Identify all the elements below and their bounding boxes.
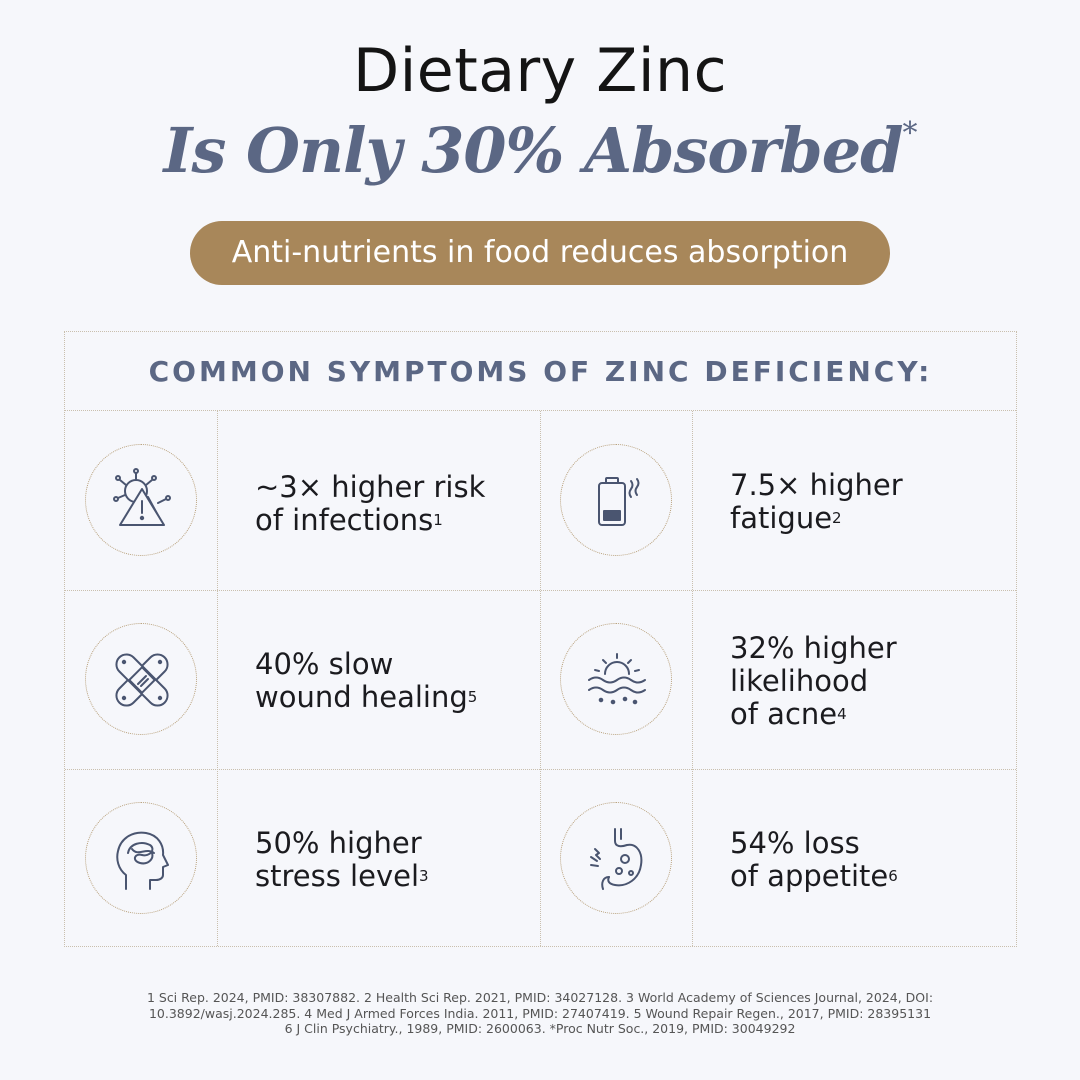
stat-line: of acne — [730, 697, 838, 731]
stat-line: 32% higher — [730, 631, 897, 665]
symptom-item: 50% higher stress level3 — [65, 769, 540, 948]
stat-line: likelihood — [730, 664, 869, 698]
stat-line: wound healing — [255, 680, 468, 714]
stat-line: 40% slow — [255, 647, 394, 681]
subtitle-asterisk: * — [902, 116, 918, 151]
reference-mark: 5 — [467, 688, 478, 706]
symptom-stat: 54% loss of appetite6 — [730, 827, 898, 893]
symptom-stat: ~3× higher risk of infections1 — [255, 471, 485, 537]
reference-line: 1 Sci Rep. 2024, PMID: 38307882. 2 Healt… — [146, 990, 934, 1005]
references: 1 Sci Rep. 2024, PMID: 38307882. 2 Healt… — [60, 990, 1020, 1037]
reference-mark: 3 — [419, 867, 429, 885]
stat-line: fatigue — [730, 501, 833, 535]
stressed-head-icon — [116, 831, 169, 890]
symptom-item: ~3× higher risk of infections1 — [65, 411, 540, 590]
symptoms-panel: COMMON SYMPTOMS OF ZINC DEFICIENCY: ~3× … — [64, 331, 1017, 947]
stat-line: 54% loss — [730, 826, 860, 860]
icon-circle — [560, 623, 672, 735]
reference-mark: 4 — [837, 705, 847, 723]
stat-line: stress level — [255, 859, 420, 893]
symptom-stat: 50% higher stress level3 — [255, 827, 429, 893]
symptom-stat: 40% slow wound healing5 — [255, 648, 477, 714]
bandage-icon — [115, 653, 169, 707]
column-divider — [540, 411, 541, 946]
info-pill: Anti-nutrients in food reduces absorptio… — [190, 221, 890, 285]
column-divider — [217, 411, 218, 946]
symptom-stat: 32% higher likelihood of acne4 — [730, 632, 897, 731]
page-subtitle: Is Only 30% Absorbed* — [0, 114, 1080, 187]
reference-line: 10.3892/wasj.2024.285. 4 Med J Armed For… — [148, 1005, 932, 1021]
page-title: Dietary Zinc — [352, 36, 728, 106]
icon-circle — [85, 802, 197, 914]
icon-circle — [560, 444, 672, 556]
reference-line: 6 J Clin Psychiatry., 1989, PMID: 260006… — [284, 1021, 796, 1036]
stat-line: of appetite — [730, 859, 889, 893]
reference-mark: 6 — [888, 867, 898, 885]
reference-mark: 1 — [433, 511, 443, 529]
stat-line: of infections — [255, 503, 434, 537]
symptom-stat: 7.5× higher fatigue2 — [730, 469, 903, 535]
subtitle-text: Is Only 30% Absorbed — [163, 114, 903, 187]
reference-mark: 2 — [832, 509, 842, 527]
symptom-item: 54% loss of appetite6 — [540, 769, 1018, 948]
stat-line: ~3× higher risk — [255, 470, 486, 504]
stomach-icon — [590, 828, 643, 890]
panel-heading: COMMON SYMPTOMS OF ZINC DEFICIENCY: — [65, 332, 1016, 411]
low-battery-icon — [598, 477, 640, 526]
column-divider — [692, 411, 693, 946]
stat-line: 7.5× higher — [730, 468, 903, 502]
stat-line: 50% higher — [255, 826, 422, 860]
symptom-item: 7.5× higher fatigue2 — [540, 411, 1018, 590]
icon-circle — [85, 444, 197, 556]
virus-warning-icon — [113, 468, 171, 526]
skin-layers-icon — [588, 653, 646, 705]
symptom-item: 32% higher likelihood of acne4 — [540, 590, 1018, 769]
icon-circle — [85, 623, 197, 735]
icon-circle — [560, 802, 672, 914]
symptom-item: 40% slow wound healing5 — [65, 590, 540, 769]
